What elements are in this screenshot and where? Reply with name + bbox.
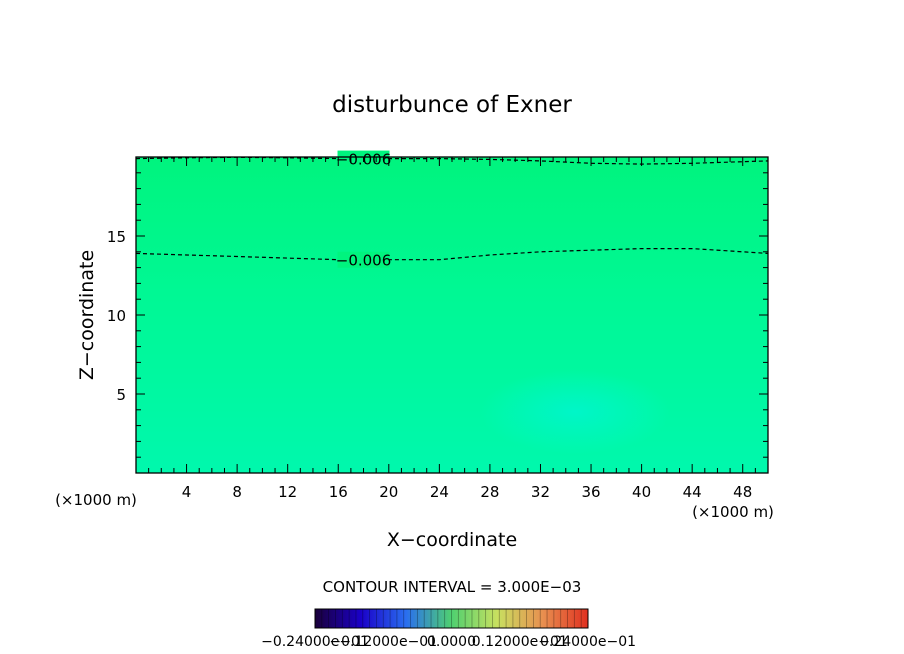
colorbar-tick-label: −0.12000e−01 xyxy=(329,634,437,650)
contour-labels: −0.006−0.006 xyxy=(336,150,392,270)
x-tick-label: 20 xyxy=(379,483,398,501)
colorbar-tick-label: 0.24000e−01 xyxy=(540,634,636,650)
x-tick-label: 48 xyxy=(733,483,752,501)
x-unit-left: (×1000 m) xyxy=(55,491,137,509)
colorbar-tick-label: −0.24000e−01 xyxy=(261,634,369,650)
field-background xyxy=(136,157,768,473)
x-tick-label: 32 xyxy=(531,483,550,501)
y-tick-label: 5 xyxy=(116,386,126,404)
contour-label-bg xyxy=(337,251,390,268)
colorbar: −0.24000e−01−0.12000e−010.00000.12000e−0… xyxy=(261,608,636,650)
contour-line xyxy=(136,248,768,261)
colorbar-stripes xyxy=(321,609,582,628)
contour-label: −0.006 xyxy=(336,252,392,270)
contour-line xyxy=(136,157,768,165)
x-tick-label: 24 xyxy=(430,483,449,501)
y-axis-ticks: 5 10 15 xyxy=(107,172,768,458)
x-unit-right: (×1000 m) xyxy=(692,503,774,521)
x-tick-label: 16 xyxy=(329,483,348,501)
y-tick-label: 15 xyxy=(107,228,126,246)
x-tick-label: 28 xyxy=(480,483,499,501)
contour-lines xyxy=(136,157,768,261)
x-tick-label: 44 xyxy=(683,483,702,501)
chart-title: disturbunce of Exner xyxy=(332,92,572,118)
x-axis-ticks: 4 8 12 16 20 24 28 32 36 40 44 48 xyxy=(148,157,756,501)
colorbar-tick-label: 0.0000 xyxy=(427,634,476,650)
plot-area: −0.006−0.006 xyxy=(135,150,769,474)
x-tick-label: 12 xyxy=(278,483,297,501)
x-tick-label: 36 xyxy=(581,483,600,501)
colorbar-tick-label: 0.12000e−01 xyxy=(472,634,568,650)
contour-interval-text: CONTOUR INTERVAL = 3.000E−03 xyxy=(323,578,582,596)
colorbar-bar xyxy=(314,608,589,629)
x-axis-label: X−coordinate xyxy=(387,529,517,551)
x-tick-label: 8 xyxy=(232,483,242,501)
x-tick-label: 40 xyxy=(632,483,651,501)
y-tick-label: 10 xyxy=(107,307,126,325)
colorbar-tick-labels: −0.24000e−01−0.12000e−010.00000.12000e−0… xyxy=(261,634,636,650)
field-max-patch xyxy=(480,370,670,454)
x-tick-label: 4 xyxy=(182,483,192,501)
y-axis-label: Z−coordinate xyxy=(76,250,98,380)
